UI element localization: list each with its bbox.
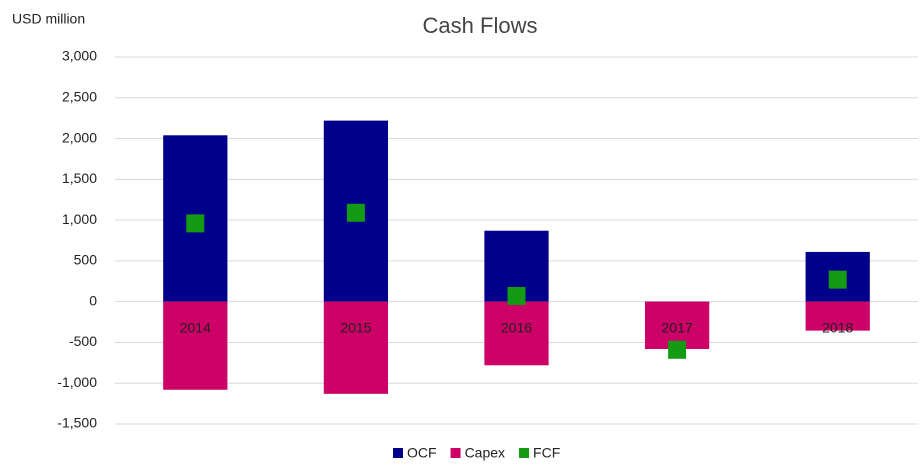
x-tick-label: 2016: [501, 319, 532, 335]
y-tick-label: 1,500: [62, 170, 97, 186]
chart-title: Cash Flows: [423, 13, 538, 38]
legend-swatch: [450, 448, 461, 458]
y-tick-label: 500: [74, 252, 98, 268]
y-tick-label: 1,000: [62, 211, 97, 227]
bar: [805, 301, 870, 331]
legend-label: FCF: [533, 445, 560, 461]
x-tick-label: 2015: [340, 319, 371, 335]
marker: [668, 340, 687, 359]
y-tick-label: 2,000: [62, 129, 97, 145]
bar: [163, 301, 228, 390]
marker: [346, 203, 365, 222]
marker: [828, 270, 847, 289]
y-tick-label: -1,000: [57, 374, 97, 390]
y-tick-label: -1,500: [57, 415, 97, 431]
legend-label: OCF: [407, 445, 437, 461]
legend-swatch: [519, 448, 530, 458]
y-axis-label: USD million: [12, 11, 85, 27]
x-tick-label: 2014: [180, 319, 211, 335]
x-tick-label: 2018: [822, 319, 853, 335]
y-tick-label: 3,000: [62, 48, 97, 64]
y-tick-label: -500: [69, 333, 97, 349]
legend-label: Capex: [465, 445, 505, 461]
bar: [323, 301, 389, 394]
marker: [186, 214, 205, 233]
y-tick-label: 2,500: [62, 88, 97, 104]
y-tick-label: 0: [89, 292, 97, 308]
x-tick-label: 2017: [662, 319, 693, 335]
marker: [507, 286, 526, 305]
legend: OCF Capex FCF: [393, 445, 560, 461]
bar: [484, 301, 549, 366]
legend-swatch: [393, 448, 403, 458]
